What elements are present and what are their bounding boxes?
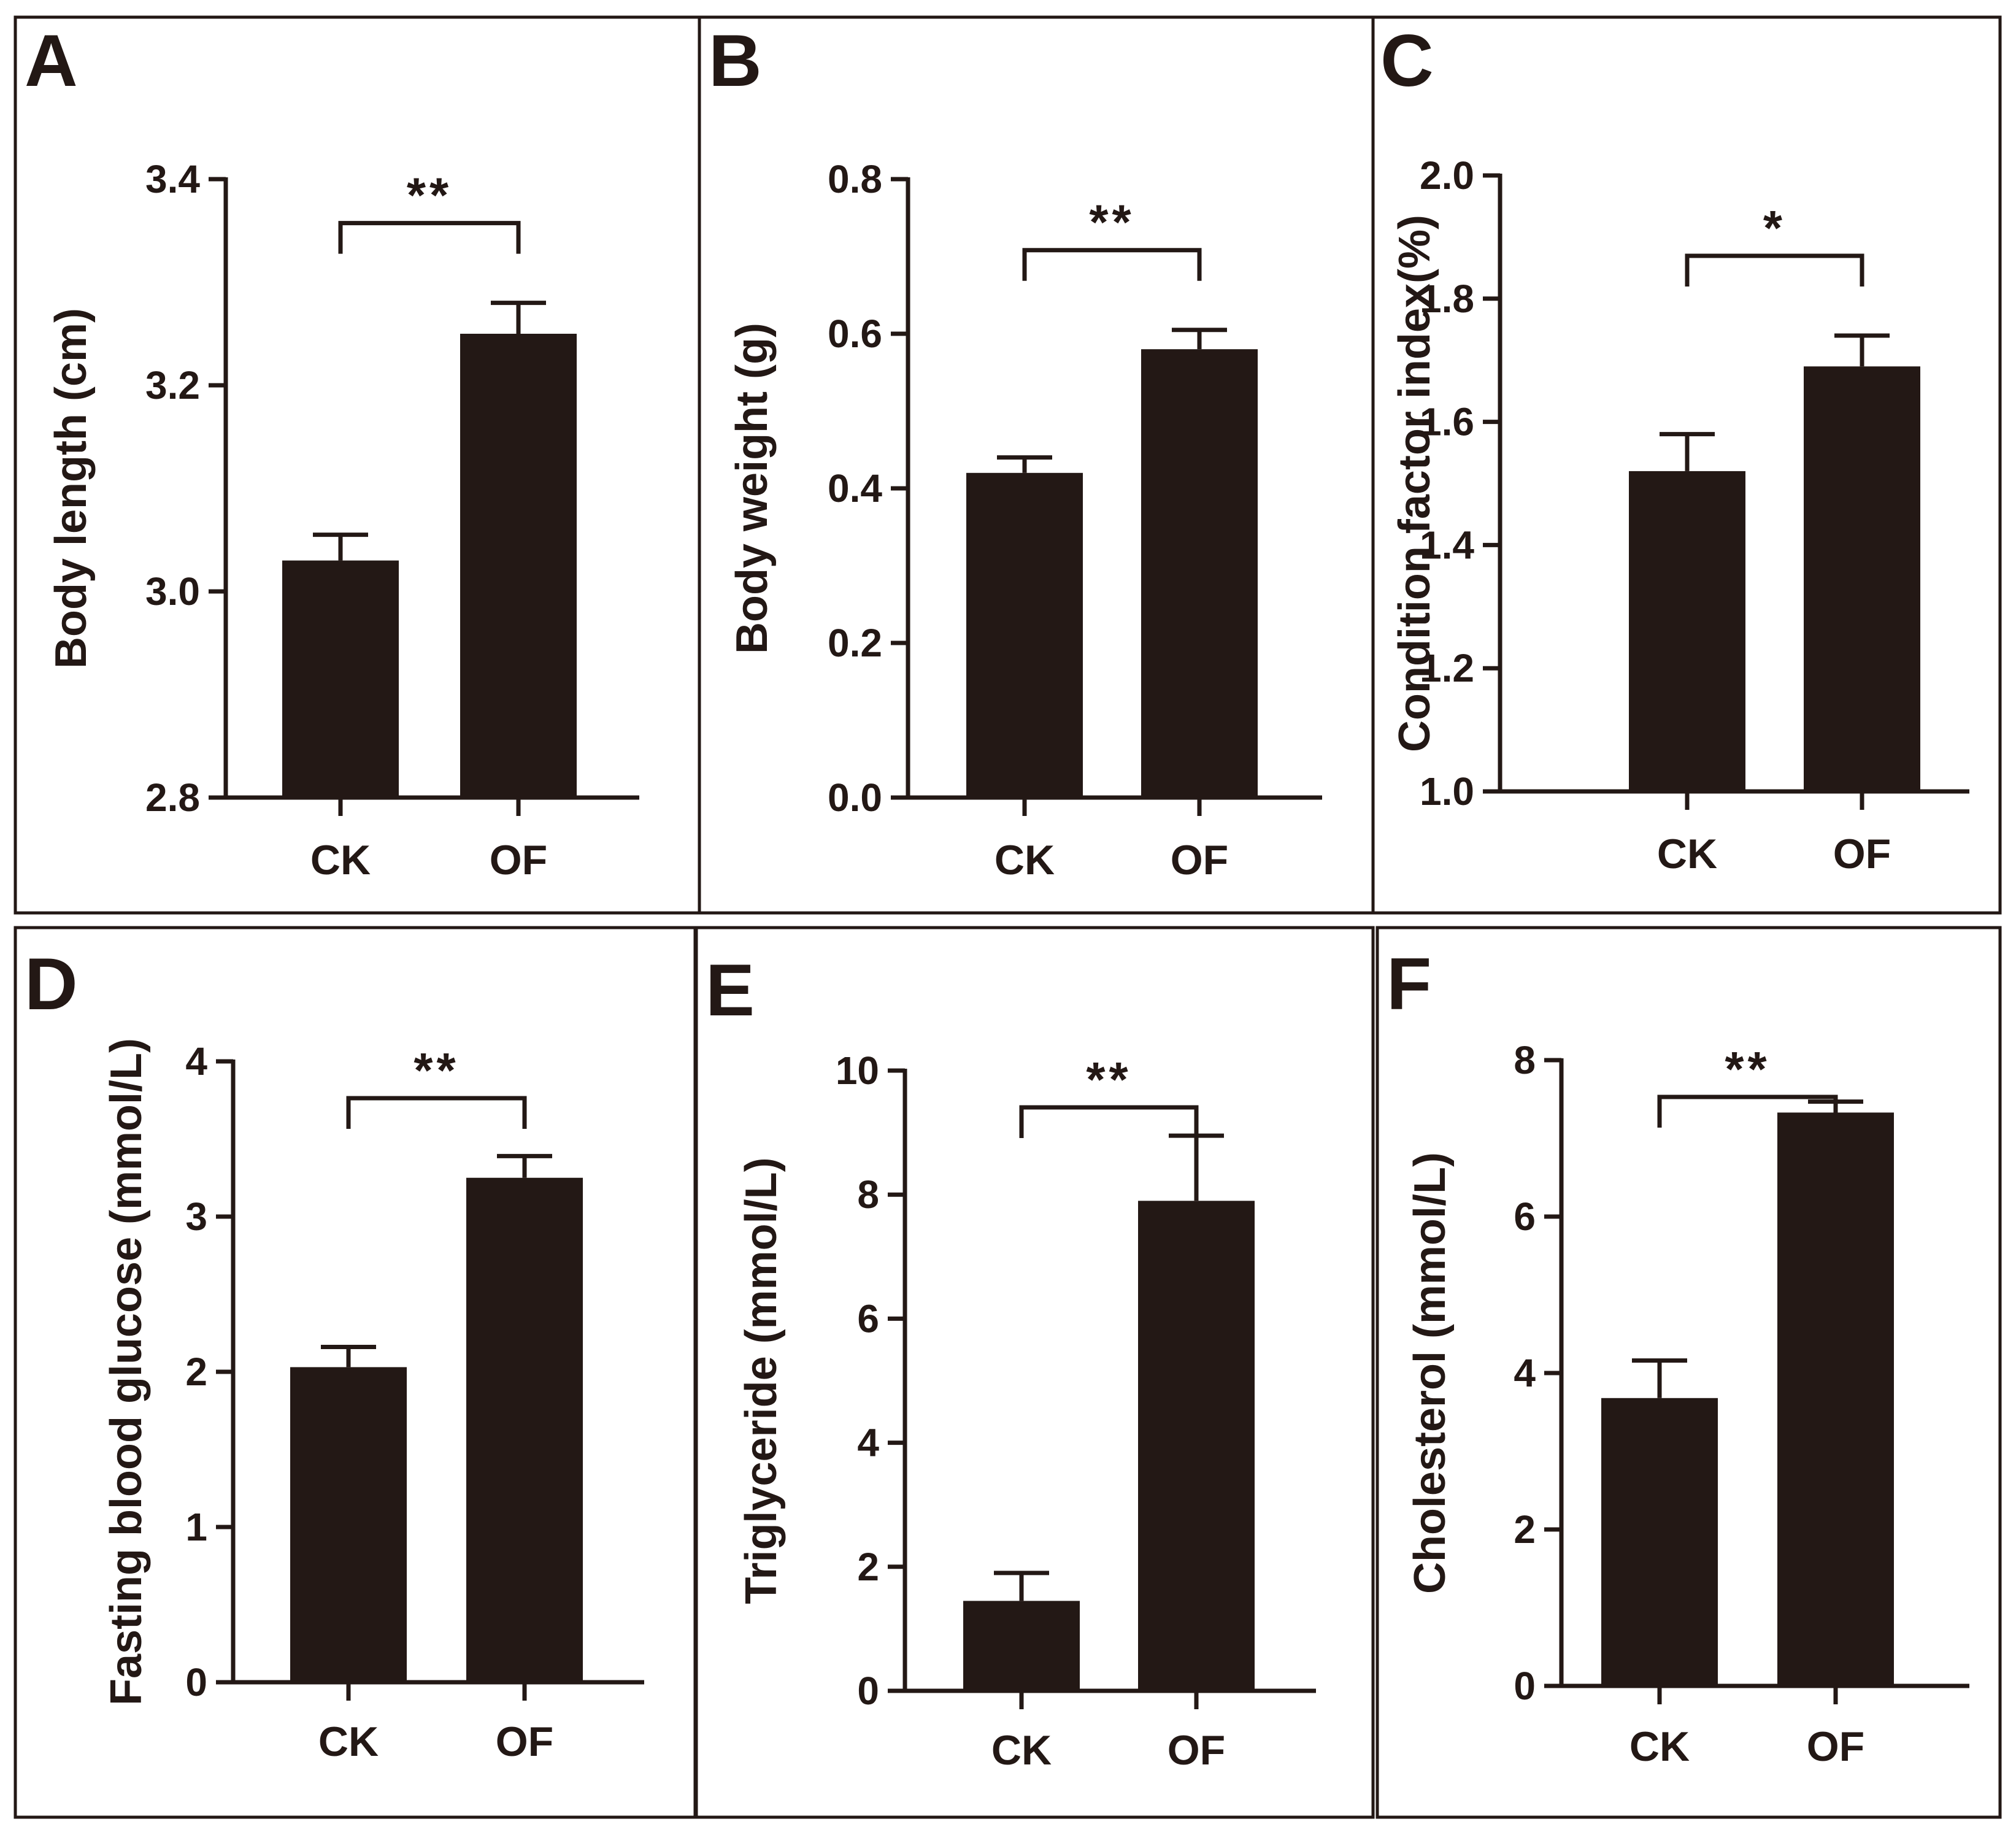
panel-c-bar-of	[1804, 366, 1920, 791]
panel-b-letter: B	[709, 20, 762, 102]
panel-e-y-tick-label: 4	[857, 1421, 879, 1465]
panel-d-y-tick-label: 3	[185, 1194, 207, 1239]
panel-e-category-label-ck: CK	[991, 1727, 1052, 1774]
panel-b-significance-label: **	[1089, 195, 1134, 250]
panel-f-letter: F	[1387, 943, 1431, 1025]
panel-d-letter: D	[25, 943, 78, 1025]
panel-a-y-tick-label: 3.2	[145, 363, 200, 407]
panel-e-y-tick-label: 0	[857, 1669, 879, 1713]
panel-d-bar-of	[466, 1177, 583, 1682]
panel-f-bar-ck	[1601, 1398, 1718, 1686]
panel-d-y-tick-label: 2	[185, 1350, 207, 1394]
panel-e-y-tick-label: 8	[857, 1172, 879, 1217]
panel-c-y-tick-label: 1.0	[1420, 769, 1474, 814]
panel-b-y-tick-label: 0.0	[828, 775, 882, 820]
panel-c-y-axis-title: Condition factor index(%)	[1390, 215, 1439, 752]
panel-e-significance-bracket	[1019, 1105, 1199, 1138]
panel-f-frame	[1375, 926, 2002, 1819]
panel-d-category-label-ck: CK	[318, 1718, 379, 1765]
panel-f-y-tick-label: 2	[1514, 1507, 1536, 1552]
panel-f-y-tick-label: 4	[1514, 1351, 1536, 1395]
panel-e-bar-of	[1138, 1201, 1255, 1691]
panel-c-category-label-of: OF	[1833, 831, 1891, 877]
panel-c-bar-ck	[1629, 471, 1745, 791]
panel-a-bar-of	[460, 334, 577, 798]
panel-c-letter: C	[1380, 20, 1434, 102]
panel-b-bar-of	[1141, 349, 1258, 798]
panel-d-significance-label: **	[414, 1043, 459, 1098]
panel-f-y-tick-label: 0	[1514, 1664, 1536, 1708]
panel-f-y-tick-label: 6	[1514, 1194, 1536, 1239]
panel-f-y-axis-title: Cholesterol (mmol/L)	[1406, 1152, 1455, 1594]
panel-d-bar-ck	[290, 1367, 407, 1682]
panel-b-y-tick-label: 0.4	[828, 466, 882, 510]
panel-d-y-tick-label: 1	[185, 1505, 207, 1549]
panel-a-significance-label: **	[407, 168, 452, 223]
panel-f-category-label-ck: CK	[1629, 1723, 1690, 1770]
panel-a-bar-ck	[282, 560, 399, 798]
panel-a-significance-bracket	[338, 221, 521, 254]
panel-e-frame	[694, 926, 1375, 1819]
panel-c-category-label-ck: CK	[1657, 831, 1717, 877]
panel-c-frame	[1371, 15, 2002, 915]
panel-c-significance-bracket	[1685, 253, 1864, 287]
panel-b-y-tick-label: 0.8	[828, 157, 882, 201]
panel-d-y-axis-title: Fasting blood glucose (mmol/L)	[102, 1038, 151, 1706]
panel-b-y-axis-title: Body weight (g)	[728, 323, 777, 654]
panel-e-y-tick-label: 2	[857, 1545, 879, 1589]
panel-d-category-label-of: OF	[496, 1718, 553, 1765]
panel-e-category-label-of: OF	[1168, 1727, 1225, 1774]
panel-a-letter: A	[25, 20, 78, 102]
panel-a-y-tick-label: 3.0	[145, 569, 200, 614]
panel-e-letter: E	[706, 949, 755, 1031]
panel-f-significance-bracket	[1657, 1094, 1838, 1128]
panel-c-y-tick-label: 2.0	[1420, 153, 1474, 198]
panel-b-y-tick-label: 0.2	[828, 621, 882, 665]
panel-e-y-tick-label: 6	[857, 1296, 879, 1341]
panel-e-bar-ck	[963, 1601, 1080, 1691]
panel-a-y-axis-title: Body length (cm)	[47, 308, 96, 669]
panel-c-significance-label: *	[1763, 201, 1786, 255]
panel-f-category-label-of: OF	[1807, 1723, 1864, 1770]
panel-f-bar-of	[1777, 1112, 1894, 1686]
panel-b-category-label-of: OF	[1171, 837, 1228, 883]
panel-f-significance-label: **	[1725, 1042, 1770, 1096]
panel-f-y-tick-label: 8	[1514, 1038, 1536, 1082]
panel-c-y-tick-label: 1.6	[1420, 400, 1474, 444]
panel-b-category-label-ck: CK	[995, 837, 1055, 883]
panel-b-y-tick-label: 0.6	[828, 312, 882, 356]
panel-e-significance-label: **	[1086, 1052, 1131, 1107]
panel-e-y-axis-title: Triglyceride (mmol/L)	[737, 1157, 786, 1604]
panel-a-y-tick-label: 3.4	[145, 157, 200, 201]
panel-a-category-label-ck: CK	[310, 837, 371, 883]
panel-d-y-tick-label: 0	[185, 1660, 207, 1704]
panel-b-significance-bracket	[1022, 248, 1202, 281]
panel-b-bar-ck	[966, 472, 1083, 798]
panel-a-category-label-of: OF	[490, 837, 547, 883]
panel-c-y-tick-label: 1.2	[1420, 646, 1474, 690]
panel-d-significance-bracket	[346, 1096, 527, 1129]
panel-d-y-tick-label: 4	[185, 1039, 207, 1083]
panel-c-y-tick-label: 1.4	[1420, 523, 1474, 567]
panel-e-y-tick-label: 10	[836, 1048, 879, 1093]
panel-c-y-tick-label: 1.8	[1420, 277, 1474, 321]
panel-a-y-tick-label: 2.8	[145, 775, 200, 820]
